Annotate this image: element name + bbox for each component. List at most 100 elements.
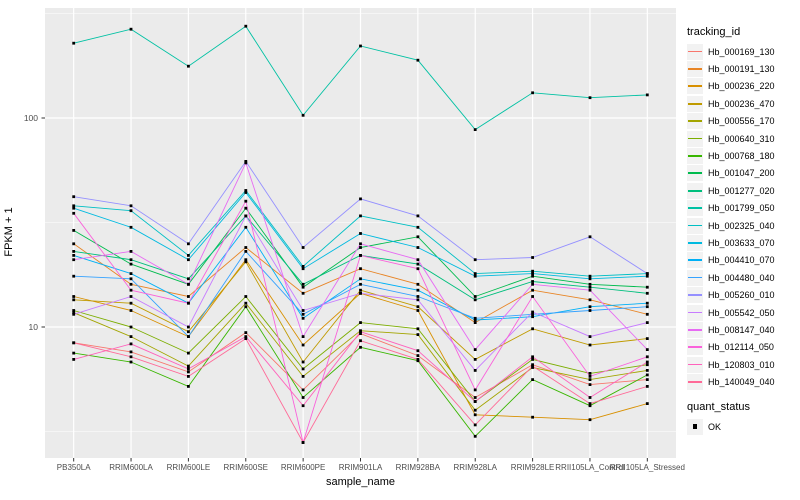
- data-point-marker: [588, 383, 592, 386]
- data-point-marker: [473, 316, 477, 320]
- data-point-marker: [416, 267, 420, 271]
- data-point-marker: [645, 291, 649, 295]
- x-tick-label: RRIM600LA: [109, 463, 153, 472]
- legend-entry-label: Hb_005260_010: [708, 290, 775, 301]
- data-point-marker: [473, 298, 477, 302]
- legend-key-swatch: [687, 148, 703, 165]
- data-point-marker: [588, 282, 592, 286]
- data-point-marker: [473, 434, 477, 438]
- data-point-marker: [645, 355, 649, 359]
- legend-entry-label: Hb_005542_050: [708, 307, 775, 318]
- data-point-marker: [531, 363, 534, 367]
- data-point-marker: [645, 385, 649, 388]
- data-point-marker: [129, 355, 133, 359]
- data-point-marker: [359, 246, 362, 249]
- data-point-marker: [301, 388, 305, 392]
- x-tick-label: RRIM928LE: [511, 463, 555, 472]
- legend-entry-Hb_000191_130: Hb_000191_130: [687, 60, 799, 78]
- data-point-marker: [588, 418, 592, 422]
- data-point-marker: [359, 345, 362, 349]
- data-point-marker: [473, 274, 477, 278]
- data-point-marker: [187, 258, 190, 262]
- data-point-marker: [645, 378, 649, 381]
- legend-title-quant-status: quant_status: [687, 400, 750, 413]
- data-point-marker: [416, 246, 420, 249]
- legend-line-icon: [688, 241, 702, 244]
- data-point-marker: [416, 309, 420, 312]
- data-point-marker: [588, 96, 592, 100]
- legend-quant-entries: OK: [687, 418, 799, 435]
- data-point-marker: [244, 199, 248, 203]
- data-point-marker: [301, 113, 305, 117]
- data-point-marker: [187, 254, 190, 257]
- data-point-marker: [72, 311, 76, 315]
- data-point-marker: [531, 288, 534, 292]
- legend-entry-label: Hb_000169_130: [708, 46, 775, 57]
- data-point-marker: [359, 321, 362, 324]
- data-point-marker: [645, 337, 649, 340]
- data-point-marker: [187, 364, 190, 368]
- data-point-marker: [72, 312, 76, 316]
- data-point-marker: [588, 372, 592, 375]
- data-point-marker: [588, 305, 592, 309]
- data-point-marker: [301, 316, 305, 320]
- data-point-marker: [72, 258, 76, 262]
- data-point-marker: [72, 229, 76, 232]
- data-point-marker: [187, 64, 190, 68]
- legend-entry-label: OK: [708, 421, 722, 432]
- x-tick-label: RRIM928LA: [453, 463, 497, 472]
- data-point-marker: [244, 250, 248, 253]
- data-point-marker: [588, 235, 592, 239]
- data-point-marker: [645, 272, 649, 275]
- legend-key-swatch: [687, 43, 703, 60]
- data-point-marker: [301, 343, 305, 347]
- data-point-marker: [473, 295, 477, 298]
- legend-key-swatch: [687, 113, 703, 130]
- data-point-marker: [359, 277, 362, 281]
- data-point-marker: [301, 335, 305, 338]
- data-point-marker: [129, 204, 133, 208]
- data-point-marker: [244, 301, 248, 305]
- data-point-marker: [187, 325, 190, 329]
- data-point-marker: [531, 364, 534, 368]
- data-point-marker: [187, 335, 190, 338]
- data-point-marker: [531, 378, 534, 381]
- y-tick-label: 10: [29, 322, 39, 332]
- data-point-marker: [645, 321, 649, 324]
- legend-key-swatch: [687, 78, 703, 95]
- data-point-marker: [72, 358, 76, 361]
- data-point-marker: [416, 58, 420, 62]
- legend-entry-label: Hb_120803_010: [708, 359, 775, 370]
- legend-entry-Hb_003633_070: Hb_003633_070: [687, 234, 799, 251]
- legend-entry-label: Hb_001799_050: [708, 203, 775, 214]
- data-point-marker: [129, 295, 133, 298]
- legend-line-icon: [688, 189, 702, 192]
- legend-entry-label: Hb_001047_200: [708, 168, 775, 179]
- legend-key-swatch: [687, 304, 703, 321]
- data-point-marker: [359, 288, 362, 292]
- data-point-marker: [72, 206, 76, 210]
- data-point-marker: [301, 291, 305, 295]
- data-point-marker: [244, 189, 248, 192]
- legend-entry-Hb_000236_220: Hb_000236_220: [687, 78, 799, 95]
- data-point-marker: [531, 355, 534, 359]
- legend-line-icon: [688, 381, 702, 383]
- data-point-marker: [359, 291, 362, 295]
- data-point-marker: [416, 258, 420, 262]
- data-point-marker: [645, 285, 649, 289]
- data-point-marker: [72, 242, 76, 246]
- data-point-marker: [72, 204, 76, 208]
- data-point-marker: [531, 415, 534, 419]
- data-point-marker: [187, 277, 190, 281]
- data-point-marker: [359, 267, 362, 271]
- axis-ticks: [41, 117, 648, 462]
- data-point-marker: [187, 367, 190, 371]
- data-point-marker: [187, 301, 190, 305]
- data-point-marker: [588, 378, 592, 381]
- data-point-marker: [72, 41, 76, 45]
- data-point-marker: [301, 285, 305, 289]
- data-point-marker: [645, 373, 649, 377]
- data-point-marker: [359, 197, 362, 201]
- legend-line-icon: [688, 120, 702, 122]
